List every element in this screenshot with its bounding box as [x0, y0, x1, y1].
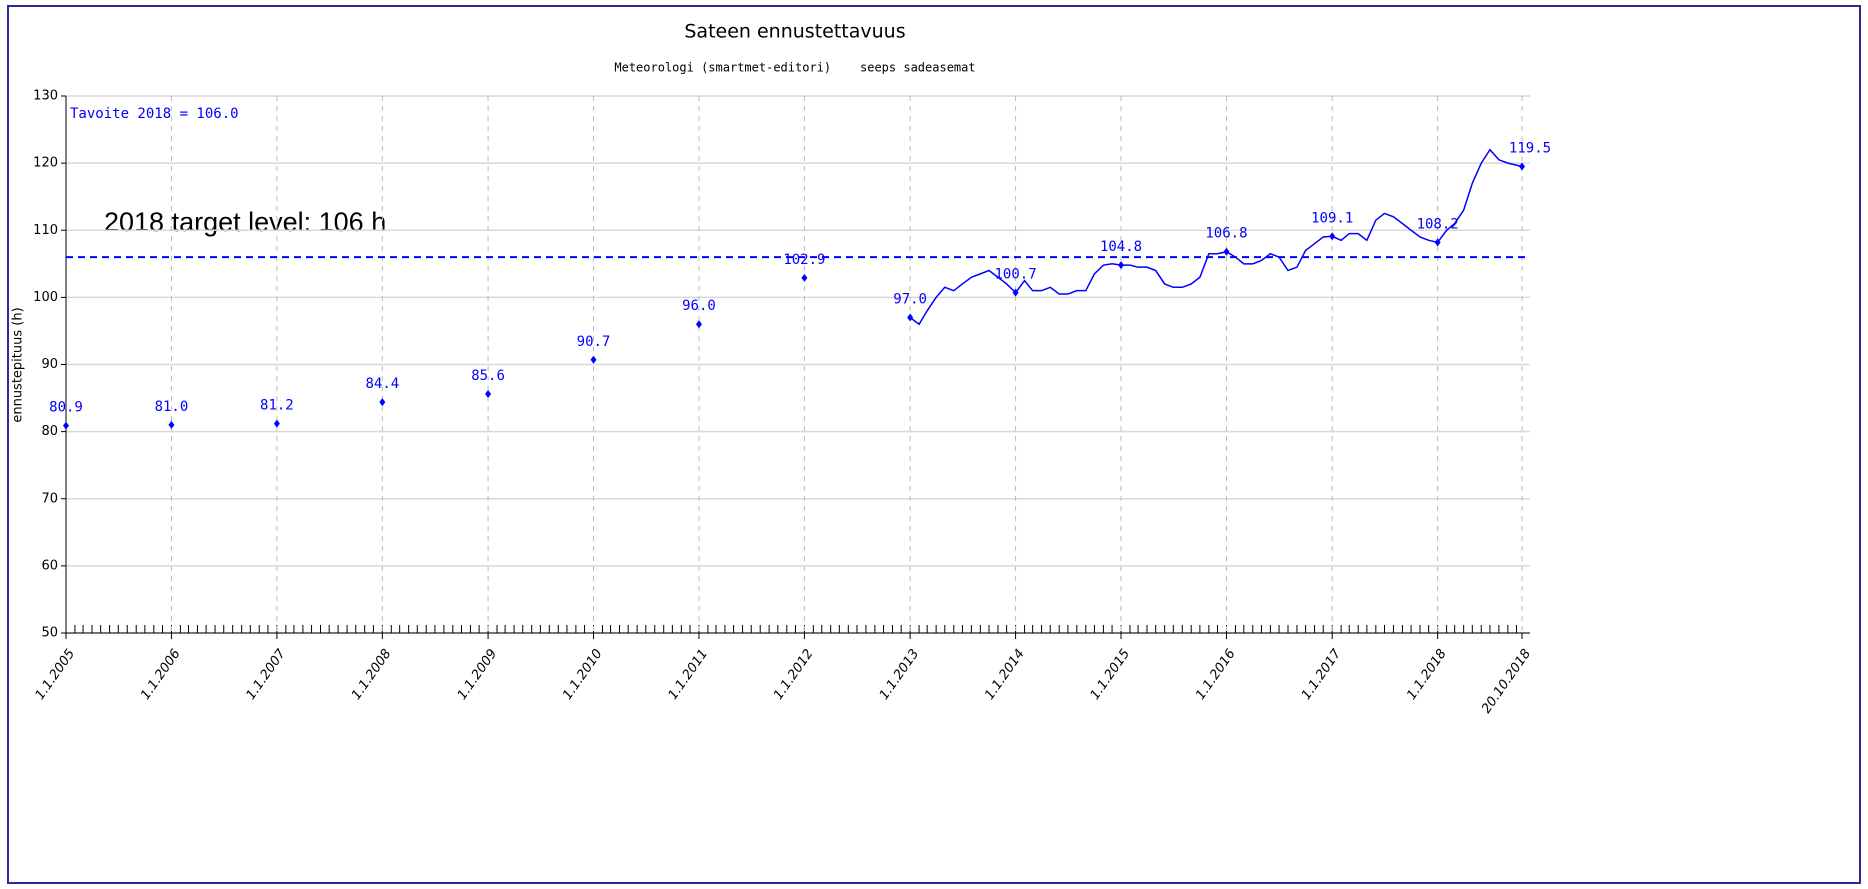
data-label: 97.0 — [893, 292, 927, 308]
marker — [801, 273, 808, 282]
marker — [273, 419, 280, 428]
marker — [590, 355, 597, 364]
frame — [7, 5, 1861, 884]
data-label: 119.5 — [1509, 140, 1551, 156]
target-label: Tavoite 2018 = 106.0 — [70, 106, 239, 122]
data-label: 109.1 — [1311, 210, 1353, 226]
data-label: 108.2 — [1417, 216, 1459, 232]
y-tick-label: 60 — [41, 558, 58, 573]
y-tick-label: 70 — [41, 491, 58, 506]
y-tick-label: 90 — [41, 357, 58, 372]
y-tick-label: 80 — [41, 424, 58, 439]
y-tick-label: 50 — [41, 626, 58, 641]
data-label: 80.9 — [49, 400, 83, 416]
data-label: 81.2 — [260, 398, 294, 414]
chart-subtitle: Meteorologi (smartmet-editori) seeps sad… — [614, 61, 975, 75]
y-axis-label: ennustepituus (h) — [11, 307, 26, 422]
data-label: 81.0 — [155, 399, 189, 415]
data-label: 84.4 — [365, 376, 399, 392]
marker — [485, 390, 492, 399]
data-label: 104.8 — [1100, 239, 1142, 255]
line — [909, 148, 1523, 326]
annotation: 2018 target level: 106 h — [104, 207, 386, 237]
data-label: 96.0 — [682, 298, 716, 314]
marker — [168, 420, 175, 429]
marker — [695, 320, 702, 329]
chart-title: Sateen ennustettavuus — [684, 21, 905, 43]
data-label: 102.9 — [783, 252, 825, 268]
marker — [63, 421, 69, 430]
y-tick-label: 120 — [33, 156, 58, 171]
data-label: 100.7 — [994, 267, 1036, 283]
marker — [379, 398, 386, 407]
y-tick-label: 100 — [33, 290, 58, 305]
data-label: 85.6 — [471, 368, 505, 384]
y-tick-label: 110 — [33, 223, 58, 238]
data-label: 90.7 — [577, 334, 611, 350]
data-label: 106.8 — [1205, 226, 1247, 242]
y-tick-label: 130 — [33, 89, 58, 104]
